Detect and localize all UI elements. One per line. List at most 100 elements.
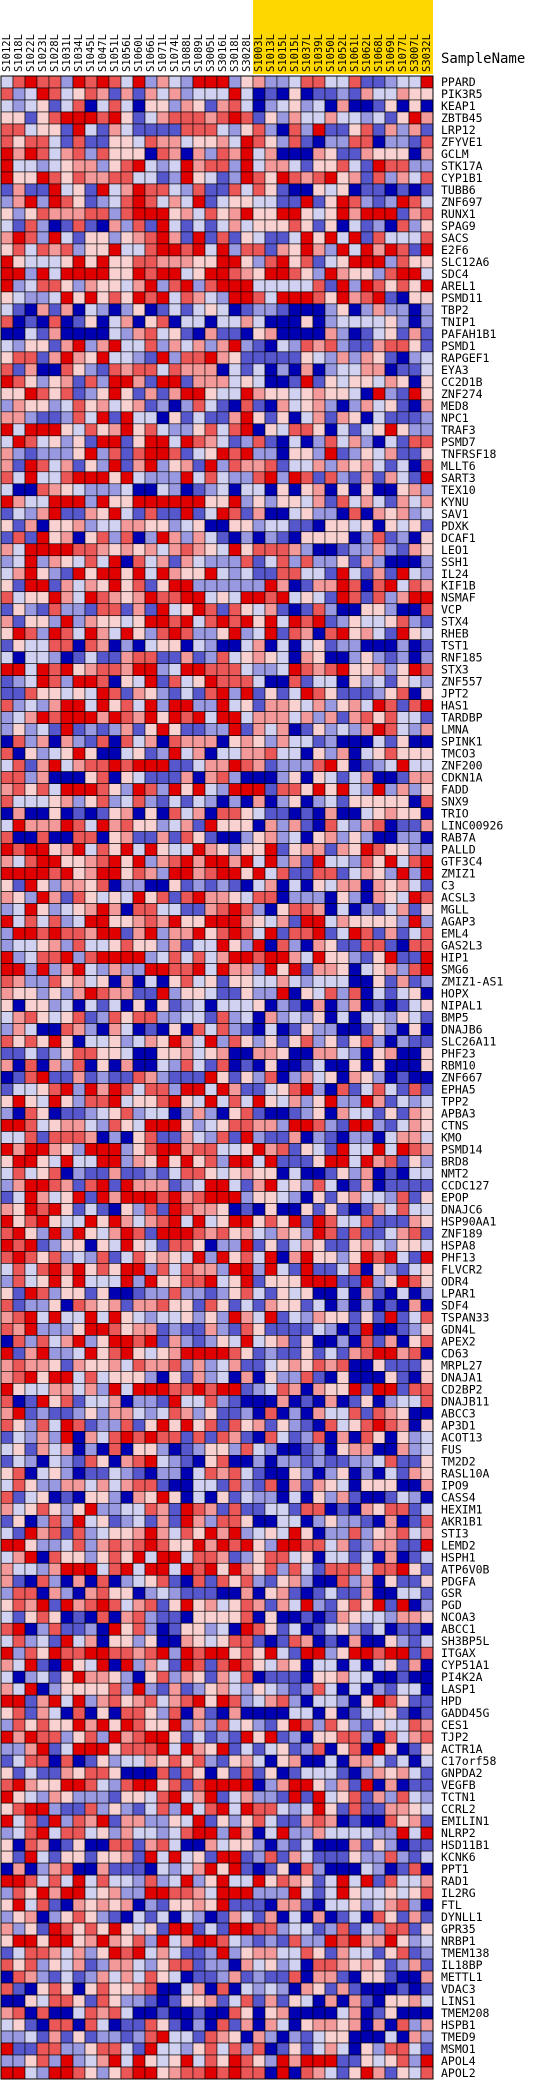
heatmap-cell	[288, 1658, 302, 1672]
heatmap-cell	[288, 735, 302, 748]
heatmap-cell	[24, 1083, 38, 1096]
heatmap-cell	[96, 1059, 110, 1072]
heatmap-cell	[180, 1287, 194, 1300]
heatmap-cell	[144, 1670, 158, 1684]
heatmap-cell	[300, 951, 314, 964]
heatmap-cell	[276, 1598, 290, 1612]
heatmap-cell	[12, 711, 26, 724]
heatmap-cell	[372, 795, 386, 808]
heatmap-cell	[36, 471, 50, 485]
heatmap-cell	[60, 375, 74, 389]
heatmap-cell	[312, 363, 326, 377]
heatmap-cell	[300, 1634, 314, 1648]
heatmap-cell	[408, 1047, 422, 1060]
heatmap-cell	[420, 231, 434, 245]
heatmap-cell	[48, 1670, 62, 1684]
heatmap-cell	[216, 1407, 230, 1420]
heatmap-cell	[336, 1227, 350, 1240]
heatmap-cell	[120, 1467, 134, 1480]
heatmap-cell	[228, 1455, 242, 1468]
heatmap-cell	[288, 903, 302, 916]
heatmap-cell	[372, 855, 386, 868]
heatmap-cell	[180, 1550, 194, 1564]
heatmap-cell	[168, 1395, 182, 1408]
heatmap-cell	[216, 483, 230, 497]
heatmap-cell	[192, 855, 206, 868]
heatmap-cell	[144, 723, 158, 736]
heatmap-cell	[384, 1059, 398, 1072]
heatmap-cell	[12, 111, 26, 125]
heatmap-cell	[204, 1598, 218, 1612]
heatmap-cell	[276, 735, 290, 748]
heatmap-cell	[360, 1634, 374, 1648]
heatmap-cell	[156, 195, 170, 209]
heatmap-cell	[240, 1502, 254, 1516]
heatmap-cell	[120, 195, 134, 209]
heatmap-cell	[228, 1598, 242, 1612]
heatmap-cell	[312, 87, 326, 101]
heatmap-cell	[132, 291, 146, 305]
heatmap-cell	[204, 1479, 218, 1492]
heatmap-cell	[72, 975, 86, 988]
heatmap-cell	[228, 147, 242, 161]
heatmap-cell	[288, 855, 302, 868]
heatmap-cell	[384, 183, 398, 197]
heatmap-cell	[420, 147, 434, 161]
heatmap-cell	[96, 375, 110, 389]
heatmap-cell	[312, 1395, 326, 1408]
heatmap-cell	[396, 1407, 410, 1420]
heatmap-cell	[192, 819, 206, 832]
heatmap-cell	[408, 1203, 422, 1216]
heatmap-cell	[120, 1670, 134, 1684]
heatmap-cell	[192, 975, 206, 988]
heatmap-cell	[300, 843, 314, 856]
heatmap-cell	[420, 519, 434, 533]
heatmap-cell	[384, 1047, 398, 1060]
heatmap-cell	[60, 1263, 74, 1276]
heatmap-cell	[324, 1574, 338, 1588]
heatmap-cell	[0, 603, 14, 617]
heatmap-cell	[24, 87, 38, 101]
heatmap-cell	[108, 231, 122, 245]
heatmap-cell	[360, 1598, 374, 1612]
heatmap-cell	[132, 699, 146, 712]
heatmap-cell	[252, 1251, 266, 1264]
heatmap-cell	[336, 291, 350, 305]
heatmap-cell	[336, 423, 350, 437]
heatmap-cell	[132, 591, 146, 605]
heatmap-cell	[204, 1215, 218, 1228]
heatmap-cell	[360, 447, 374, 461]
heatmap-cell	[264, 411, 278, 425]
heatmap-cell	[156, 1646, 170, 1660]
heatmap-cell	[228, 1347, 242, 1360]
heatmap-cell	[240, 279, 254, 293]
heatmap-cell	[84, 243, 98, 257]
heatmap-cell	[240, 531, 254, 545]
heatmap-cell	[240, 315, 254, 329]
heatmap-cell	[312, 1682, 326, 1696]
heatmap-cell	[228, 231, 242, 245]
heatmap-cell	[360, 1083, 374, 1096]
heatmap-cell	[144, 795, 158, 808]
heatmap-cell	[348, 999, 362, 1012]
heatmap-cell	[204, 963, 218, 976]
heatmap-cell	[132, 1371, 146, 1384]
heatmap-cell	[288, 1490, 302, 1504]
heatmap-cell	[324, 195, 338, 209]
heatmap-cell	[168, 807, 182, 820]
heatmap-cell	[420, 1562, 434, 1576]
heatmap-cell	[204, 915, 218, 928]
heatmap-cell	[180, 1167, 194, 1180]
heatmap-cell	[264, 1395, 278, 1408]
heatmap-cell	[24, 1502, 38, 1516]
heatmap-cell	[156, 135, 170, 149]
heatmap-cell	[216, 1275, 230, 1288]
heatmap-cell	[372, 1646, 386, 1660]
heatmap-cell	[84, 447, 98, 461]
heatmap-cell	[12, 1479, 26, 1492]
heatmap-cell	[324, 471, 338, 485]
heatmap-cell	[264, 951, 278, 964]
heatmap-cell	[192, 1011, 206, 1024]
heatmap-cell	[0, 1634, 14, 1648]
heatmap-cell	[108, 243, 122, 257]
